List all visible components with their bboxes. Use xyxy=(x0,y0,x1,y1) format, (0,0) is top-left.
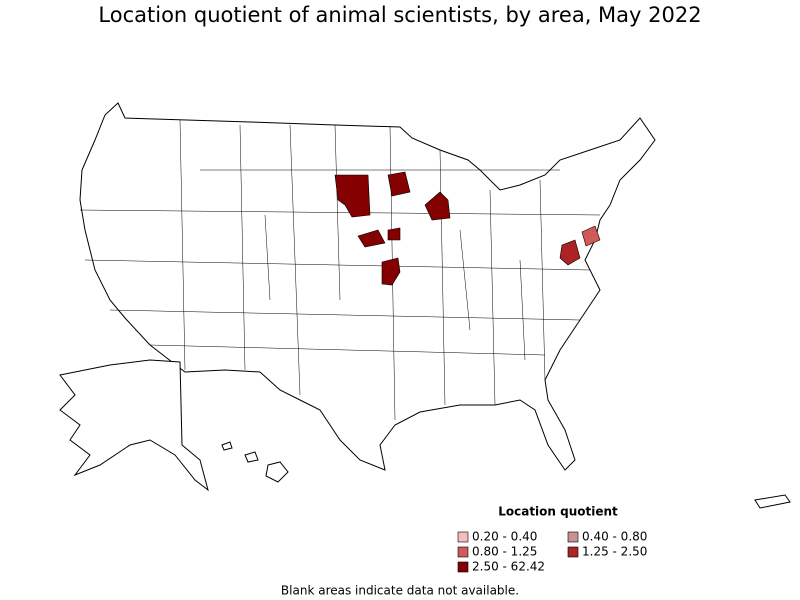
area-borders xyxy=(79,119,601,421)
legend-swatch xyxy=(457,546,469,558)
area xyxy=(581,225,601,247)
legend-label: 0.20 - 0.40 xyxy=(472,530,537,544)
alaska xyxy=(59,359,209,492)
legend-label: 0.80 - 1.25 xyxy=(472,545,537,559)
hawaii xyxy=(221,441,289,483)
continental-us xyxy=(79,102,656,471)
map-title: Location quotient of animal scientists, … xyxy=(98,3,701,27)
legend-label: 1.25 - 2.50 xyxy=(582,545,647,559)
map-note: Blank areas indicate data not available. xyxy=(281,584,519,598)
area xyxy=(559,239,581,266)
legend-swatch xyxy=(567,531,579,543)
legend-swatch xyxy=(567,546,579,558)
puerto-rico xyxy=(754,494,791,509)
legend: Location quotient 0.20 - 0.40 0.40 - 0.80… xyxy=(457,505,647,574)
area xyxy=(387,227,401,241)
legend-swatch xyxy=(457,561,469,573)
legend-swatch xyxy=(457,531,469,543)
area xyxy=(424,191,451,221)
legend-label: 2.50 - 62.42 xyxy=(472,560,545,574)
map xyxy=(59,102,791,509)
legend-title: Location quotient xyxy=(498,505,618,519)
area xyxy=(387,171,411,197)
legend-label: 0.40 - 0.80 xyxy=(582,530,647,544)
area xyxy=(357,229,386,248)
area xyxy=(334,174,371,218)
area xyxy=(381,257,401,286)
